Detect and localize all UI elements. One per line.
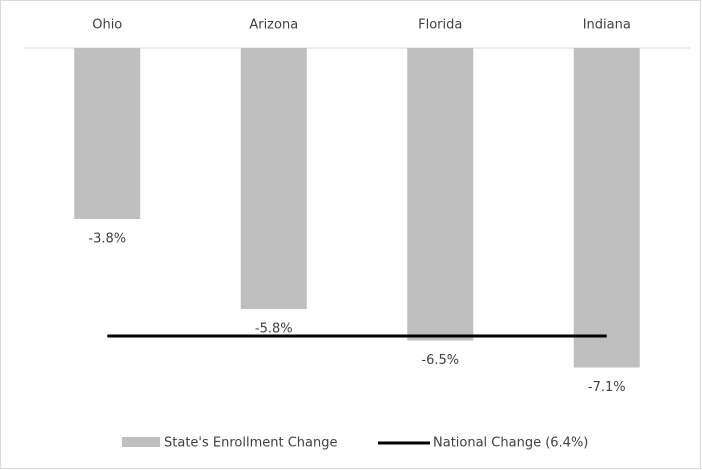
data-label: -7.1% [588, 380, 626, 395]
data-label: -5.8% [255, 322, 293, 337]
bar [407, 48, 474, 341]
x-tick-label: Arizona [249, 18, 298, 33]
data-label: -6.5% [421, 353, 459, 368]
bar [573, 48, 640, 368]
x-tick-label: Florida [418, 18, 462, 33]
x-tick-label: Indiana [583, 18, 631, 33]
legend-label: National Change (6.4%) [433, 436, 588, 451]
data-label: -3.8% [88, 232, 126, 247]
legend-label: State's Enrollment Change [164, 436, 337, 451]
legend-swatch [122, 437, 160, 447]
x-tick-label: Ohio [92, 18, 122, 33]
bar [240, 48, 307, 309]
bar [74, 48, 141, 219]
